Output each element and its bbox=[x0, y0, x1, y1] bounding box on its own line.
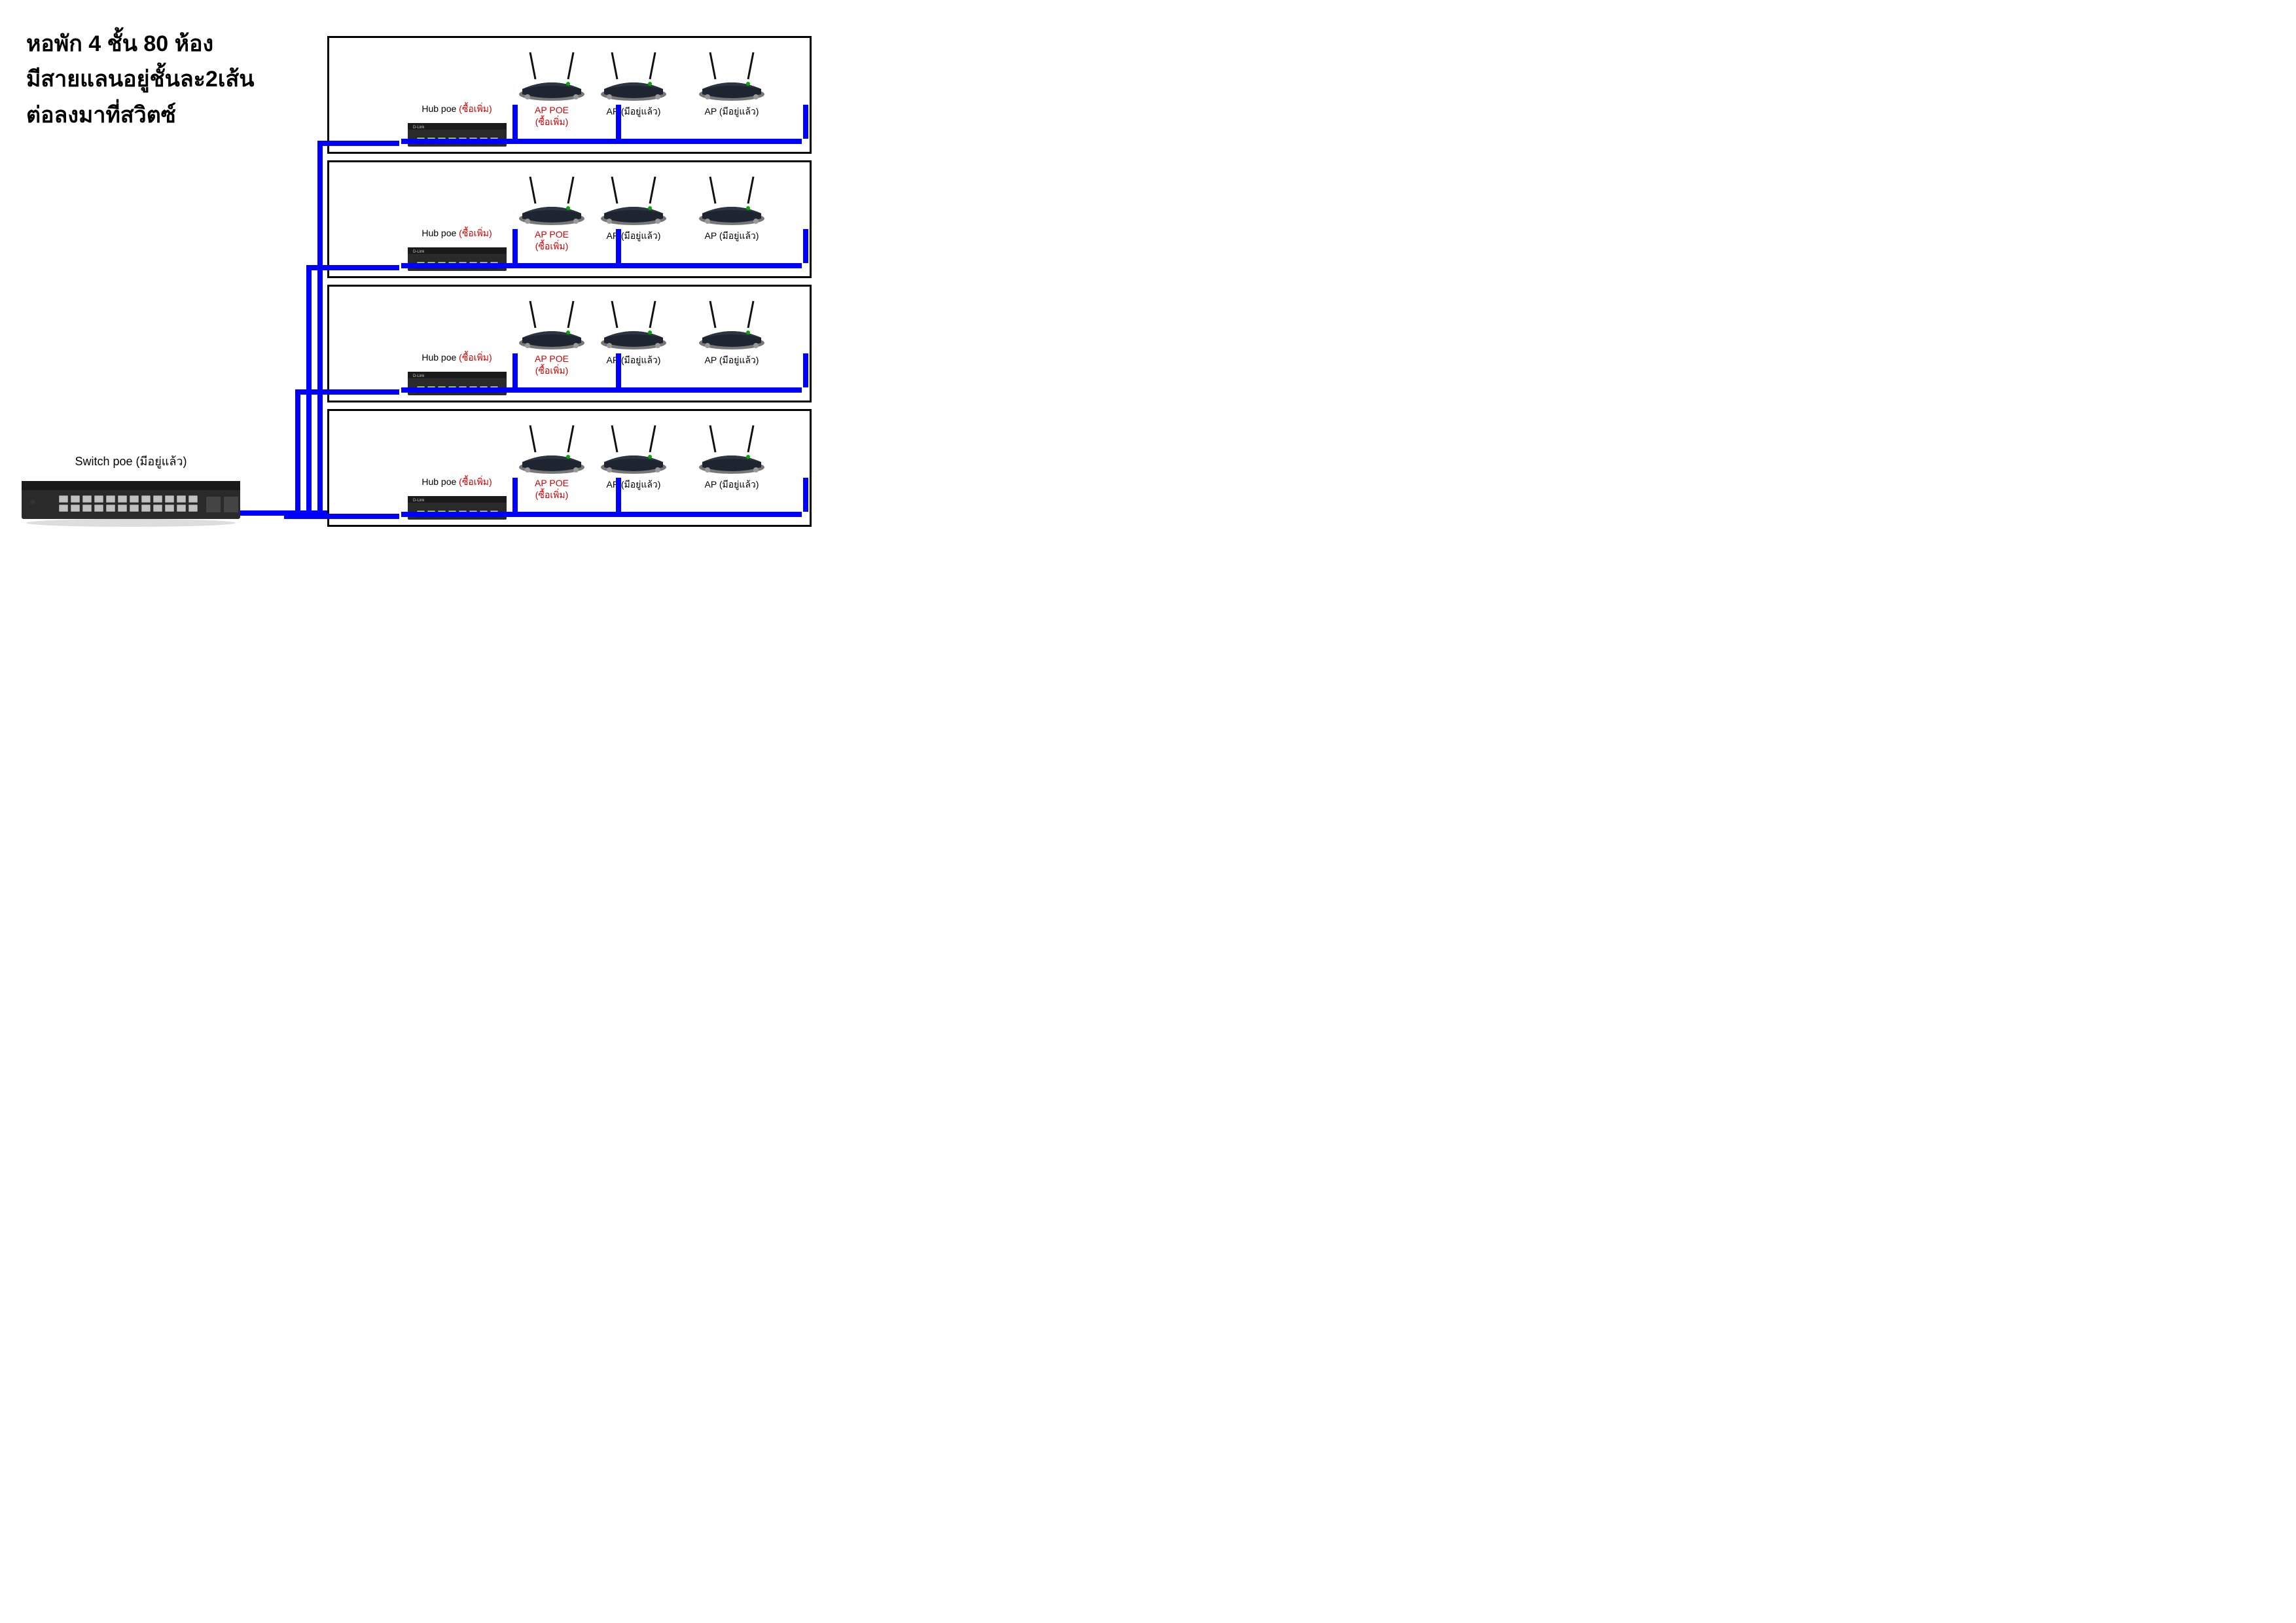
svg-text:D-Link: D-Link bbox=[413, 499, 425, 503]
floor-bus bbox=[512, 353, 802, 393]
ap-drop bbox=[803, 353, 808, 387]
ap-drop bbox=[616, 229, 621, 263]
ap-drop bbox=[616, 353, 621, 387]
floor-bus bbox=[512, 229, 802, 268]
title-block: หอพัก 4 ชั้น 80 ห้อง มีสายแลนอยู่ชั้นละ2… bbox=[26, 26, 254, 133]
hub-to-bus-cable bbox=[401, 263, 518, 268]
hub-to-bus-cable bbox=[401, 387, 518, 393]
ap-drop bbox=[803, 229, 808, 263]
floor-2: AP POE(ซื้อเพิ่ม) AP (มีอยู่แล้ว) AP (มี… bbox=[327, 160, 812, 278]
floor-1: AP POE(ซื้อเพิ่ม) AP (มีอยู่แล้ว) AP (มี… bbox=[327, 36, 812, 154]
hub-label: Hub poe (ซื้อเพิ่ม) bbox=[401, 226, 512, 241]
trunk-horiz-floor-2 bbox=[306, 265, 399, 270]
switch-block: Switch poe (มีอยู่แล้ว) bbox=[20, 452, 242, 528]
hub-icon: D-Link bbox=[401, 119, 512, 149]
switch-link bbox=[236, 510, 288, 516]
svg-text:D-Link: D-Link bbox=[413, 374, 425, 378]
hub-to-bus-cable bbox=[401, 512, 518, 517]
trunk-vert-floor-1 bbox=[317, 141, 323, 516]
floor-bus bbox=[512, 105, 802, 144]
svg-text:D-Link: D-Link bbox=[413, 250, 425, 254]
ap-drop bbox=[616, 478, 621, 512]
title-line-2: มีสายแลนอยู่ชั้นละ2เส้น bbox=[26, 62, 254, 97]
hub-icon: D-Link bbox=[401, 492, 512, 522]
hub-to-bus-cable bbox=[401, 139, 518, 144]
hub-label: Hub poe (ซื้อเพิ่ม) bbox=[401, 351, 512, 365]
title-line-1: หอพัก 4 ชั้น 80 ห้อง bbox=[26, 26, 254, 62]
title-line-3: ต่อลงมาที่สวิตซ์ bbox=[26, 98, 254, 133]
switch-label: Switch poe (มีอยู่แล้ว) bbox=[20, 452, 242, 471]
trunk-horiz-floor-1 bbox=[317, 141, 399, 146]
hub-label: Hub poe (ซื้อเพิ่ม) bbox=[401, 475, 512, 490]
floor-4: AP POE(ซื้อเพิ่ม) AP (มีอยู่แล้ว) AP (มี… bbox=[327, 409, 812, 527]
floor-bus bbox=[512, 478, 802, 517]
floor-3: AP POE(ซื้อเพิ่ม) AP (มีอยู่แล้ว) AP (มี… bbox=[327, 285, 812, 402]
hub-label: Hub poe (ซื้อเพิ่ม) bbox=[401, 102, 512, 116]
switch-icon bbox=[20, 476, 242, 528]
trunk-vert-floor-3 bbox=[295, 389, 300, 516]
hub-icon: D-Link bbox=[401, 368, 512, 398]
svg-text:D-Link: D-Link bbox=[413, 126, 425, 130]
ap-drop bbox=[616, 105, 621, 139]
ap-drop bbox=[803, 478, 808, 512]
trunk-horiz-floor-3 bbox=[295, 389, 399, 395]
hub-icon: D-Link bbox=[401, 243, 512, 274]
ap-drop bbox=[803, 105, 808, 139]
